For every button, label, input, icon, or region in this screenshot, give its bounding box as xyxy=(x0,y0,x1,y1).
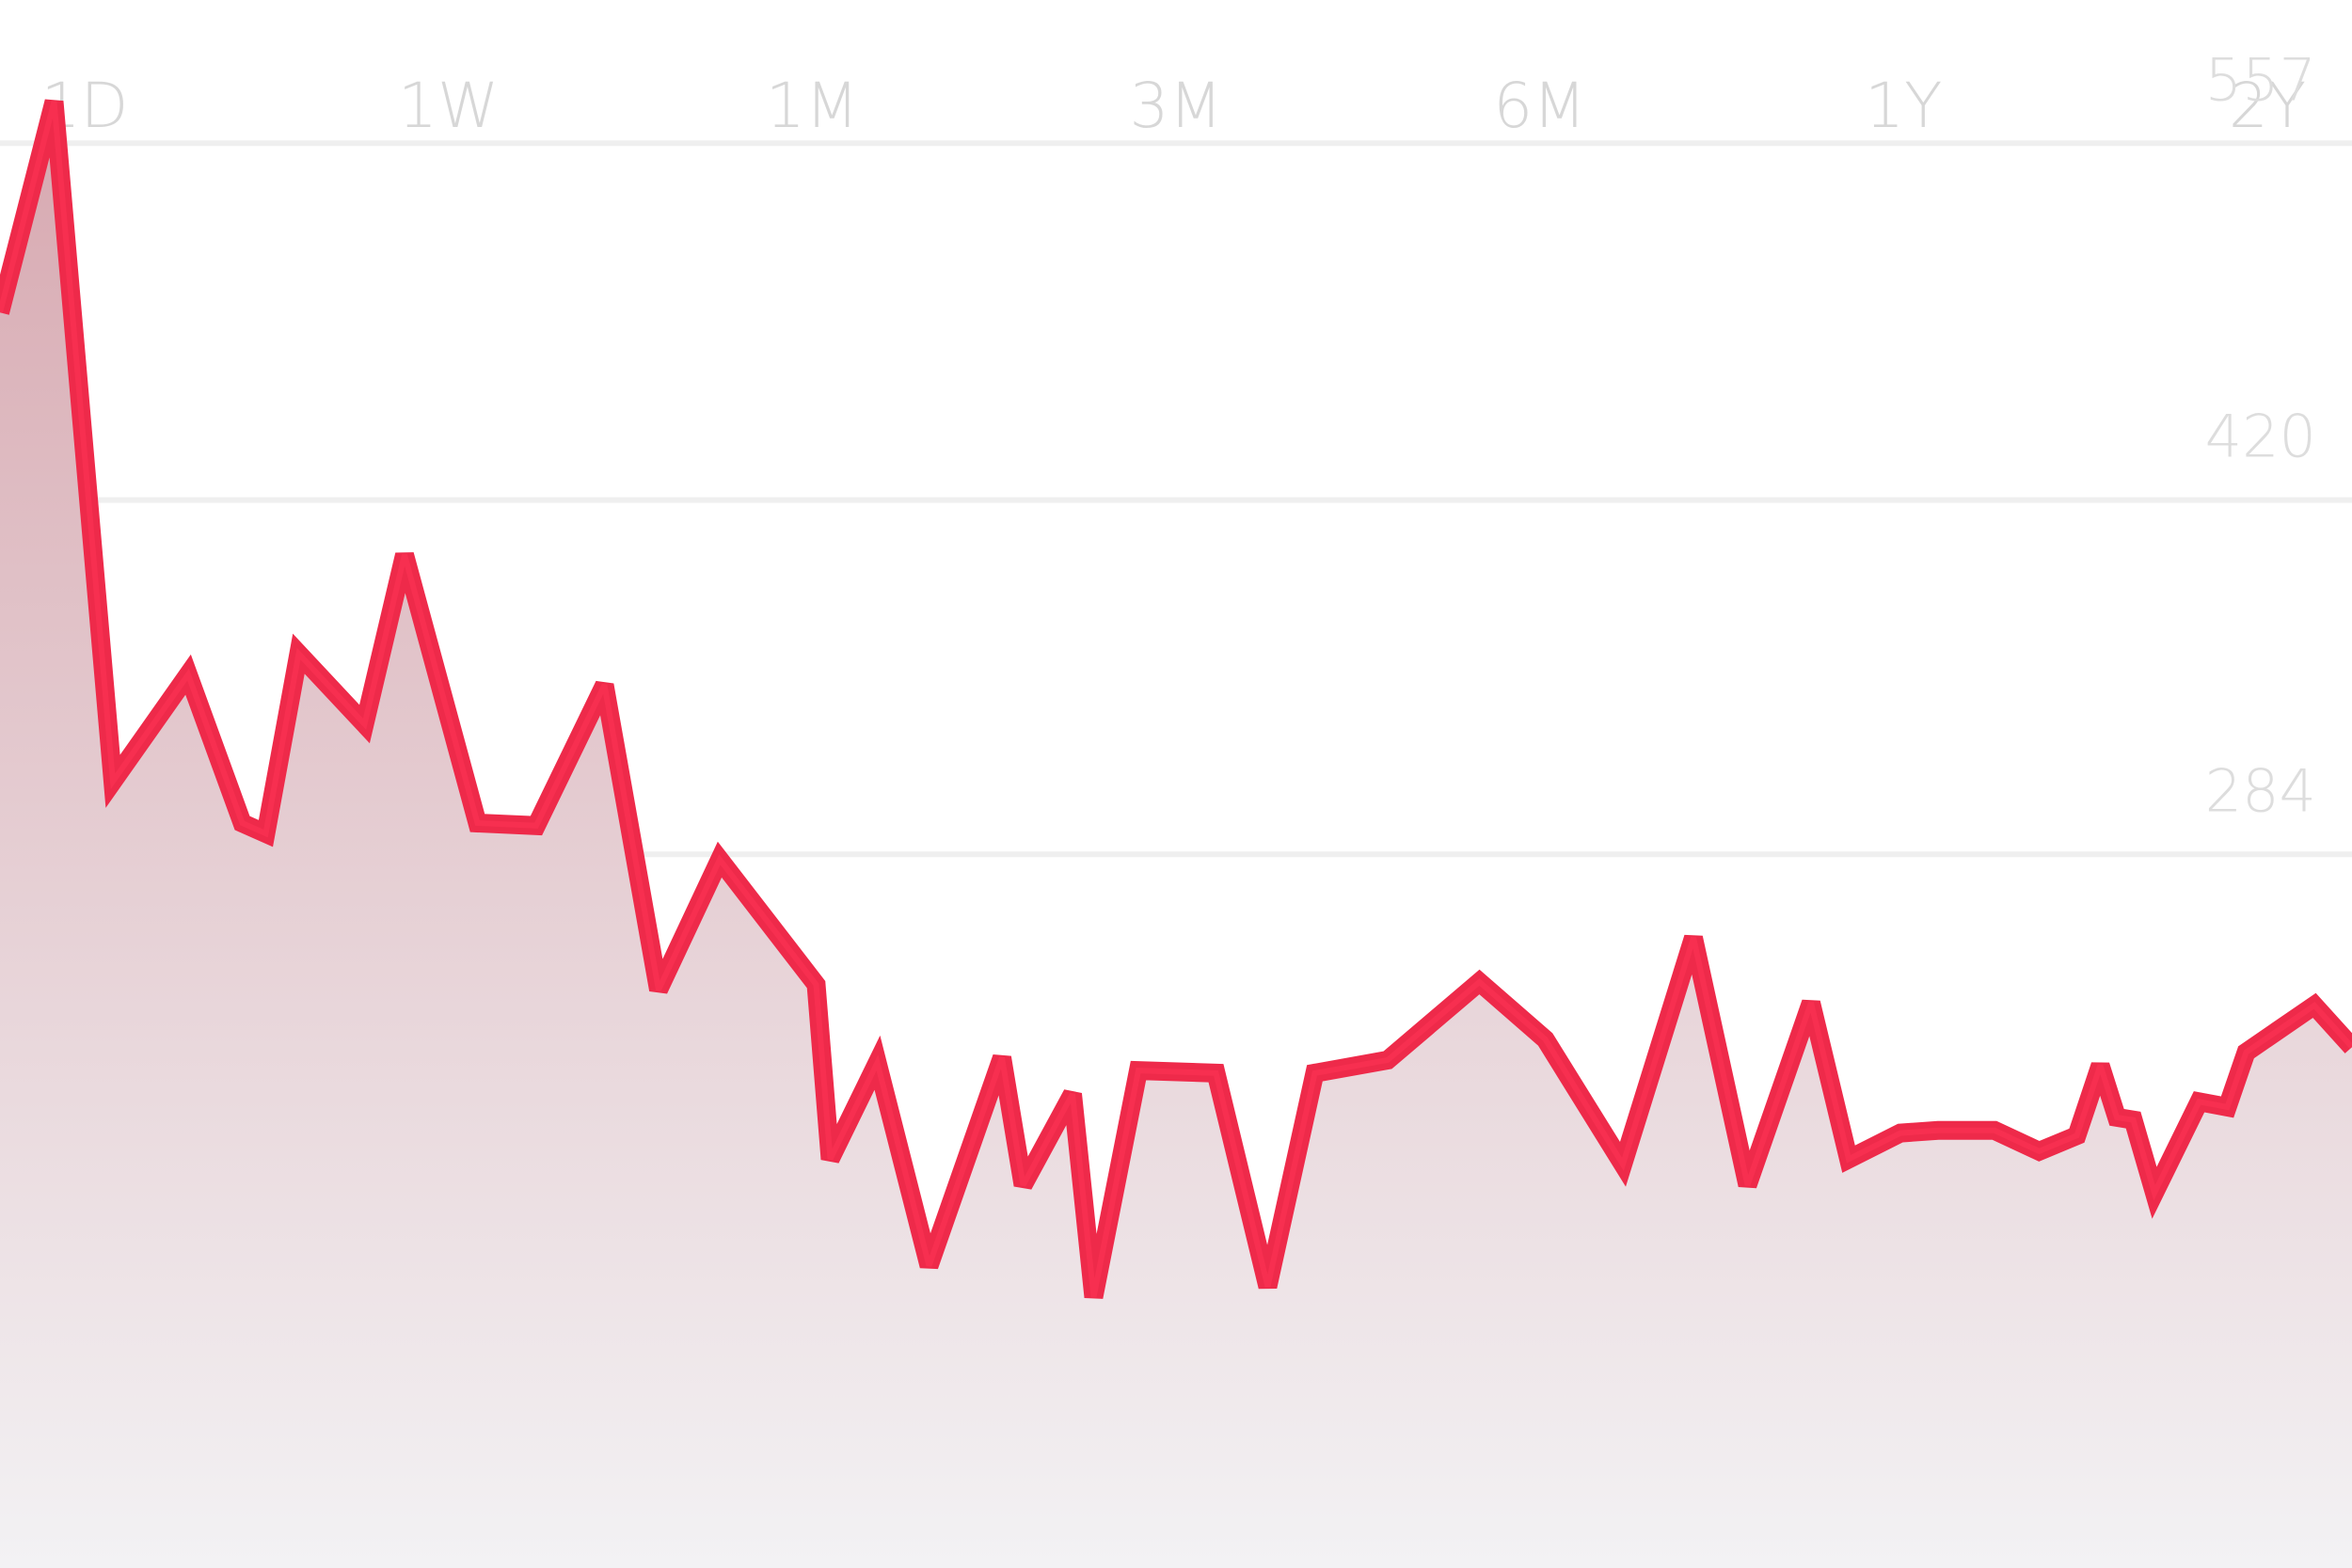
data-point xyxy=(1136,1068,1141,1073)
data-point xyxy=(1691,935,1696,941)
data-point xyxy=(402,552,407,558)
range-tab-1m[interactable]: 1M xyxy=(766,70,859,142)
range-tab-label: 3M xyxy=(1130,70,1223,142)
y-tick-label: 284 xyxy=(2205,756,2316,825)
data-point xyxy=(2152,1190,2157,1196)
data-point xyxy=(1385,1057,1391,1063)
data-point xyxy=(2312,1003,2317,1008)
y-tick-420: 420 xyxy=(2205,403,2316,471)
data-point xyxy=(240,820,246,826)
range-tab-3m[interactable]: 3M xyxy=(1130,70,1223,142)
data-point xyxy=(475,820,481,826)
series-line-highlight xyxy=(0,101,2352,1298)
data-point xyxy=(1543,1037,1549,1042)
data-point xyxy=(927,1263,932,1269)
data-point xyxy=(52,99,57,104)
data-point xyxy=(110,779,116,784)
data-point xyxy=(717,857,723,863)
data-point xyxy=(2131,1117,2137,1123)
data-point xyxy=(185,672,191,677)
data-point xyxy=(1312,1070,1318,1076)
data-point xyxy=(263,831,269,836)
chart-area-layer xyxy=(0,99,2352,1568)
data-point xyxy=(1620,1162,1626,1167)
range-tab-1y[interactable]: 1Y xyxy=(1865,70,1942,142)
data-point xyxy=(362,721,368,727)
data-point xyxy=(533,823,539,829)
range-tabs: 1D 1W 1M 3M 6M 1Y 2Y xyxy=(41,70,2307,142)
y-axis-ticks: 557 420 284 xyxy=(2205,45,2316,825)
range-tab-label: 1W xyxy=(398,70,499,142)
range-tab-1w[interactable]: 1W xyxy=(398,70,499,142)
series-area-fill xyxy=(0,102,2352,1568)
data-point xyxy=(1070,1091,1075,1097)
y-tick-284: 284 xyxy=(2205,756,2316,825)
data-point xyxy=(1265,1284,1271,1290)
data-point xyxy=(1935,1128,1941,1133)
range-tab-label: 2Y xyxy=(2229,70,2306,142)
y-tick-557: 557 xyxy=(2205,45,2316,114)
data-point xyxy=(1808,1000,1814,1006)
data-point xyxy=(1898,1131,1903,1136)
data-point xyxy=(1214,1070,1219,1076)
data-point xyxy=(1992,1128,1997,1133)
data-point xyxy=(296,651,302,657)
data-point xyxy=(1745,1182,1751,1188)
data-point xyxy=(2098,1063,2104,1069)
range-tab-2y[interactable]: 2Y xyxy=(2229,70,2306,142)
range-tab-6m[interactable]: 6M xyxy=(1493,70,1586,142)
data-point xyxy=(999,1054,1005,1060)
range-tab-label: 6M xyxy=(1493,70,1586,142)
data-point xyxy=(1091,1294,1097,1300)
data-point xyxy=(875,1060,881,1066)
range-tab-label: 1Y xyxy=(1865,70,1942,142)
data-point xyxy=(656,987,661,992)
data-point xyxy=(2074,1132,2080,1138)
data-point xyxy=(1021,1182,1026,1188)
data-point xyxy=(1477,979,1483,985)
range-tab-label: 1M xyxy=(766,70,859,142)
data-point xyxy=(828,1156,834,1162)
data-point xyxy=(814,982,819,988)
y-tick-label: 420 xyxy=(2205,403,2316,471)
y-tick-label: 557 xyxy=(2205,45,2316,114)
data-point xyxy=(2114,1115,2120,1120)
data-point xyxy=(2244,1050,2249,1055)
data-point xyxy=(2197,1099,2202,1104)
data-point xyxy=(1846,1156,1851,1162)
data-point xyxy=(602,682,608,688)
data-point xyxy=(2225,1104,2231,1110)
data-point xyxy=(2037,1148,2042,1154)
